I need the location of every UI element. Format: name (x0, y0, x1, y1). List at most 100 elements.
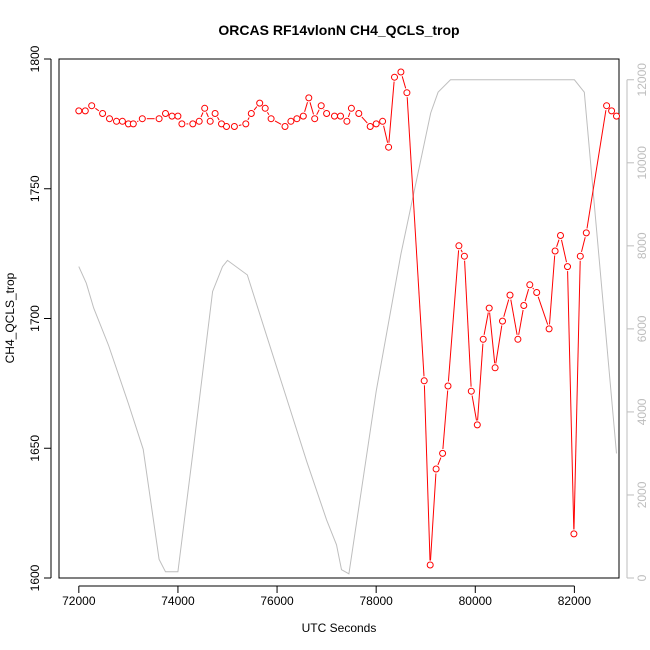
ch4-line-segment (274, 120, 282, 125)
ch4-point (261, 104, 269, 112)
ch4-line-segment (561, 239, 567, 263)
x-tick-label: 76000 (260, 594, 294, 608)
ch4-point (189, 120, 197, 128)
ch4-point (287, 117, 295, 125)
ch4-line-segment (464, 260, 472, 387)
ch4-point (195, 117, 203, 125)
ch4-line-segment (205, 112, 209, 118)
ch4-line-segment (430, 473, 437, 561)
ch4-point (506, 291, 514, 299)
ch4-series (75, 68, 620, 569)
ch4-point (582, 229, 590, 237)
ch4-point (337, 112, 344, 120)
ch4-point (613, 112, 620, 120)
y2-tick-label: 12000 (635, 63, 649, 97)
y2-tick-label: 6000 (635, 315, 649, 342)
ch4-line-segment (316, 109, 320, 115)
x-tick-label: 80000 (459, 594, 493, 608)
ch4-point (347, 104, 355, 112)
x-axis-label: UTC Seconds (302, 621, 377, 635)
y-axis-right: 0 2000 4000 6000 8000 10000 12000 (626, 63, 649, 581)
ch4-point (426, 561, 434, 569)
y2-tick-label: 10000 (635, 146, 649, 180)
ch4-point (403, 89, 411, 97)
ch4-point (106, 115, 113, 123)
ch4-line-segment (383, 125, 389, 143)
ch4-point (178, 120, 186, 128)
ch4-line-segment (447, 250, 460, 382)
ch4-point (455, 242, 463, 250)
ch4-point (88, 102, 96, 110)
ch4-line-segment (510, 299, 518, 335)
ch4-point (385, 143, 393, 151)
ch4-line-segment (477, 343, 484, 421)
ch4-point (564, 263, 571, 271)
ch4-point (293, 115, 301, 123)
y-tick-label: 1700 (28, 305, 42, 332)
chart-title: ORCAS RF14vlonN CH4_QCLS_trop (218, 22, 459, 38)
ch4-point (162, 110, 169, 117)
ch4-point (526, 281, 534, 289)
ch4-line-segment (442, 390, 449, 450)
ch4-line-segment (549, 255, 556, 325)
y2-tick-label: 0 (635, 574, 649, 581)
ch4-point (372, 120, 380, 128)
ch4-point (491, 364, 499, 372)
ch4-line-segment (460, 249, 463, 253)
ch4-line-segment (524, 288, 530, 302)
ch4-point (343, 117, 351, 125)
ch4-line-segment (518, 309, 524, 335)
ch4-point (479, 335, 487, 343)
y-axis-label: CH4_QCLS_trop (3, 272, 17, 363)
ch4-line-segment (495, 325, 503, 364)
ch4-line-segment (95, 107, 100, 112)
ch4-point (603, 102, 611, 110)
ch4-point (174, 112, 182, 120)
ch4-line-segment (586, 110, 607, 229)
ch4-point (499, 317, 506, 325)
ch4-line-segment (537, 296, 549, 325)
x-tick-label: 72000 (62, 594, 96, 608)
ch4-line-segment (423, 385, 431, 561)
plot-frame (58, 58, 620, 579)
ch4-line-segment (266, 111, 270, 116)
ch4-point (439, 449, 447, 457)
ch4-point (520, 302, 528, 309)
ch4-line-segment (238, 124, 242, 126)
x-axis: 72000 74000 76000 78000 80000 82000 (62, 585, 592, 608)
ch4-line-segment (217, 117, 220, 121)
ch4-point (281, 123, 289, 130)
ch4-point (514, 335, 522, 343)
y-tick-label: 1650 (28, 435, 42, 462)
x-tick-label: 74000 (161, 594, 195, 608)
y2-tick-label: 4000 (635, 398, 649, 425)
ch4-point (299, 112, 307, 120)
ch4-line-segment (401, 76, 407, 89)
ch4-point (118, 117, 126, 125)
ch4-point (305, 94, 313, 102)
altitude-series (78, 79, 617, 575)
ch4-point (460, 252, 468, 260)
ch4-line-segment (136, 120, 139, 123)
ch4-point (267, 115, 275, 123)
ch4-point (485, 304, 493, 312)
ch4-line-segment (361, 116, 368, 124)
ch4-line-segment (304, 102, 308, 112)
y2-tick-label: 2000 (635, 481, 649, 508)
y2-tick-label: 8000 (635, 232, 649, 259)
x-tick-label: 82000 (558, 594, 592, 608)
ch4-point (379, 117, 387, 125)
ch4-point (570, 530, 578, 538)
ch4-line-segment (471, 395, 477, 421)
y-tick-label: 1750 (28, 175, 42, 202)
ch4-line-segment (489, 312, 496, 364)
ch4-point (138, 115, 146, 123)
ch4-line-segment (532, 287, 535, 290)
ch4-point (366, 123, 374, 130)
ch4-point (99, 110, 107, 117)
ch4-point (391, 73, 398, 81)
ch4-line-segment (406, 97, 425, 377)
ch4-point (397, 68, 405, 76)
ch4-point (211, 110, 219, 117)
ch4-point (608, 107, 616, 115)
